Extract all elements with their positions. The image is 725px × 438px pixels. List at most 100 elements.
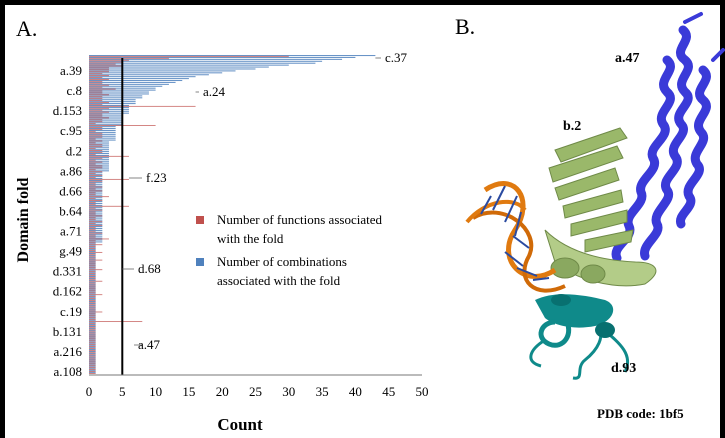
combinations-bar xyxy=(89,177,103,180)
functions-bar xyxy=(89,228,96,230)
functions-bar xyxy=(89,373,96,374)
functions-bar xyxy=(89,86,103,88)
combinations-bar xyxy=(89,76,196,78)
combinations-bar xyxy=(89,347,96,349)
combinations-bar xyxy=(89,66,269,68)
combinations-bar xyxy=(89,97,143,99)
combinations-bar xyxy=(89,91,149,93)
functions-bar xyxy=(89,194,96,196)
combinations-bar xyxy=(89,362,96,364)
y-category-label: d.66 xyxy=(59,183,82,198)
combinations-bar xyxy=(89,239,103,241)
combinations-bar xyxy=(89,222,103,224)
functions-bar xyxy=(89,242,96,244)
combinations-bar xyxy=(89,212,103,214)
functions-bar xyxy=(89,196,109,198)
combinations-bar xyxy=(89,341,96,343)
combinations-bar xyxy=(89,116,123,118)
x-tick-label: 25 xyxy=(249,384,262,399)
combinations-bar xyxy=(89,214,103,216)
combinations-bar xyxy=(89,337,96,339)
annotation-label: a.24 xyxy=(203,84,226,99)
functions-bar xyxy=(89,171,103,173)
functions-bar xyxy=(89,98,103,100)
combinations-bar xyxy=(89,99,136,101)
y-category-label: a.216 xyxy=(53,344,82,359)
functions-bar xyxy=(89,342,96,344)
combinations-bar xyxy=(89,72,223,74)
combinations-bar xyxy=(89,350,96,352)
combinations-bar xyxy=(89,181,103,183)
functions-bar xyxy=(89,200,103,201)
y-category-label: a.39 xyxy=(60,63,82,78)
combinations-bar xyxy=(89,279,96,281)
functions-bar xyxy=(89,80,103,82)
functions-bar xyxy=(89,132,103,134)
functions-bar xyxy=(89,290,96,292)
combinations-bar xyxy=(89,189,103,191)
y-category-label: d.2 xyxy=(66,143,82,158)
functions-bar xyxy=(89,298,96,299)
combinations-bar xyxy=(89,135,116,137)
y-category-labels: a.39 c.8 d.153 c.95 d.2 a.86 d.66 b.64 a.71 g.49 d… xyxy=(53,63,83,379)
combinations-bar xyxy=(89,95,143,97)
combinations-bar xyxy=(89,195,103,197)
functions-bar xyxy=(89,79,109,80)
combinations-bar xyxy=(89,68,256,70)
functions-bar xyxy=(89,142,96,144)
combinations-bar xyxy=(89,172,103,174)
functions-bar xyxy=(89,146,103,148)
annotation-label: a.47 xyxy=(138,337,161,352)
combinations-bar xyxy=(89,247,96,249)
combinations-bar xyxy=(89,197,103,199)
combinations-bar xyxy=(89,227,103,230)
combinations-bar xyxy=(89,210,103,212)
legend-label-functions-line1: Number of functions associated xyxy=(217,212,382,227)
combinations-bar xyxy=(89,266,96,268)
functions-bar xyxy=(89,84,109,86)
functions-bar xyxy=(89,275,96,276)
x-tick-label: 40 xyxy=(349,384,362,399)
x-tick-label: 45 xyxy=(382,384,395,399)
functions-bar xyxy=(89,161,103,163)
combinations-bar xyxy=(89,275,96,278)
combinations-bar xyxy=(89,104,129,107)
combinations-bar xyxy=(89,372,96,374)
functions-bar xyxy=(89,369,96,371)
functions-bar xyxy=(89,349,96,351)
combinations-bar xyxy=(89,120,123,122)
functions-bar xyxy=(89,309,96,311)
combinations-bar xyxy=(89,153,109,155)
functions-bar xyxy=(89,130,96,132)
functions-bar xyxy=(89,359,96,361)
functions-bar xyxy=(89,186,103,188)
combinations-bar xyxy=(89,243,96,245)
functions-bar xyxy=(89,271,96,273)
combinations-bar xyxy=(89,287,96,289)
functions-bar xyxy=(89,334,96,336)
combinations-bar xyxy=(89,226,103,228)
functions-bar xyxy=(89,371,96,372)
panel-a-label: A. xyxy=(16,16,38,41)
functions-bar xyxy=(89,323,96,324)
functions-bar xyxy=(89,169,96,171)
functions-bar xyxy=(89,250,96,251)
functions-bar xyxy=(89,230,96,232)
functions-bar xyxy=(89,119,103,121)
combinations-bar xyxy=(89,283,96,285)
functions-bar xyxy=(89,325,96,326)
combinations-bar xyxy=(89,149,109,151)
combinations-bar xyxy=(89,56,356,58)
combinations-bar xyxy=(89,58,343,60)
dna-helix xyxy=(465,181,566,293)
combinations-bar xyxy=(89,129,116,132)
functions-bar xyxy=(89,219,96,221)
combinations-bar xyxy=(89,74,209,76)
combinations-bar xyxy=(89,85,163,87)
functions-bar xyxy=(89,317,96,319)
functions-bars xyxy=(89,55,289,374)
combinations-bar xyxy=(89,318,96,320)
combinations-bar xyxy=(89,118,123,120)
functions-bar xyxy=(89,159,96,161)
annotation-label: f.23 xyxy=(146,170,167,185)
